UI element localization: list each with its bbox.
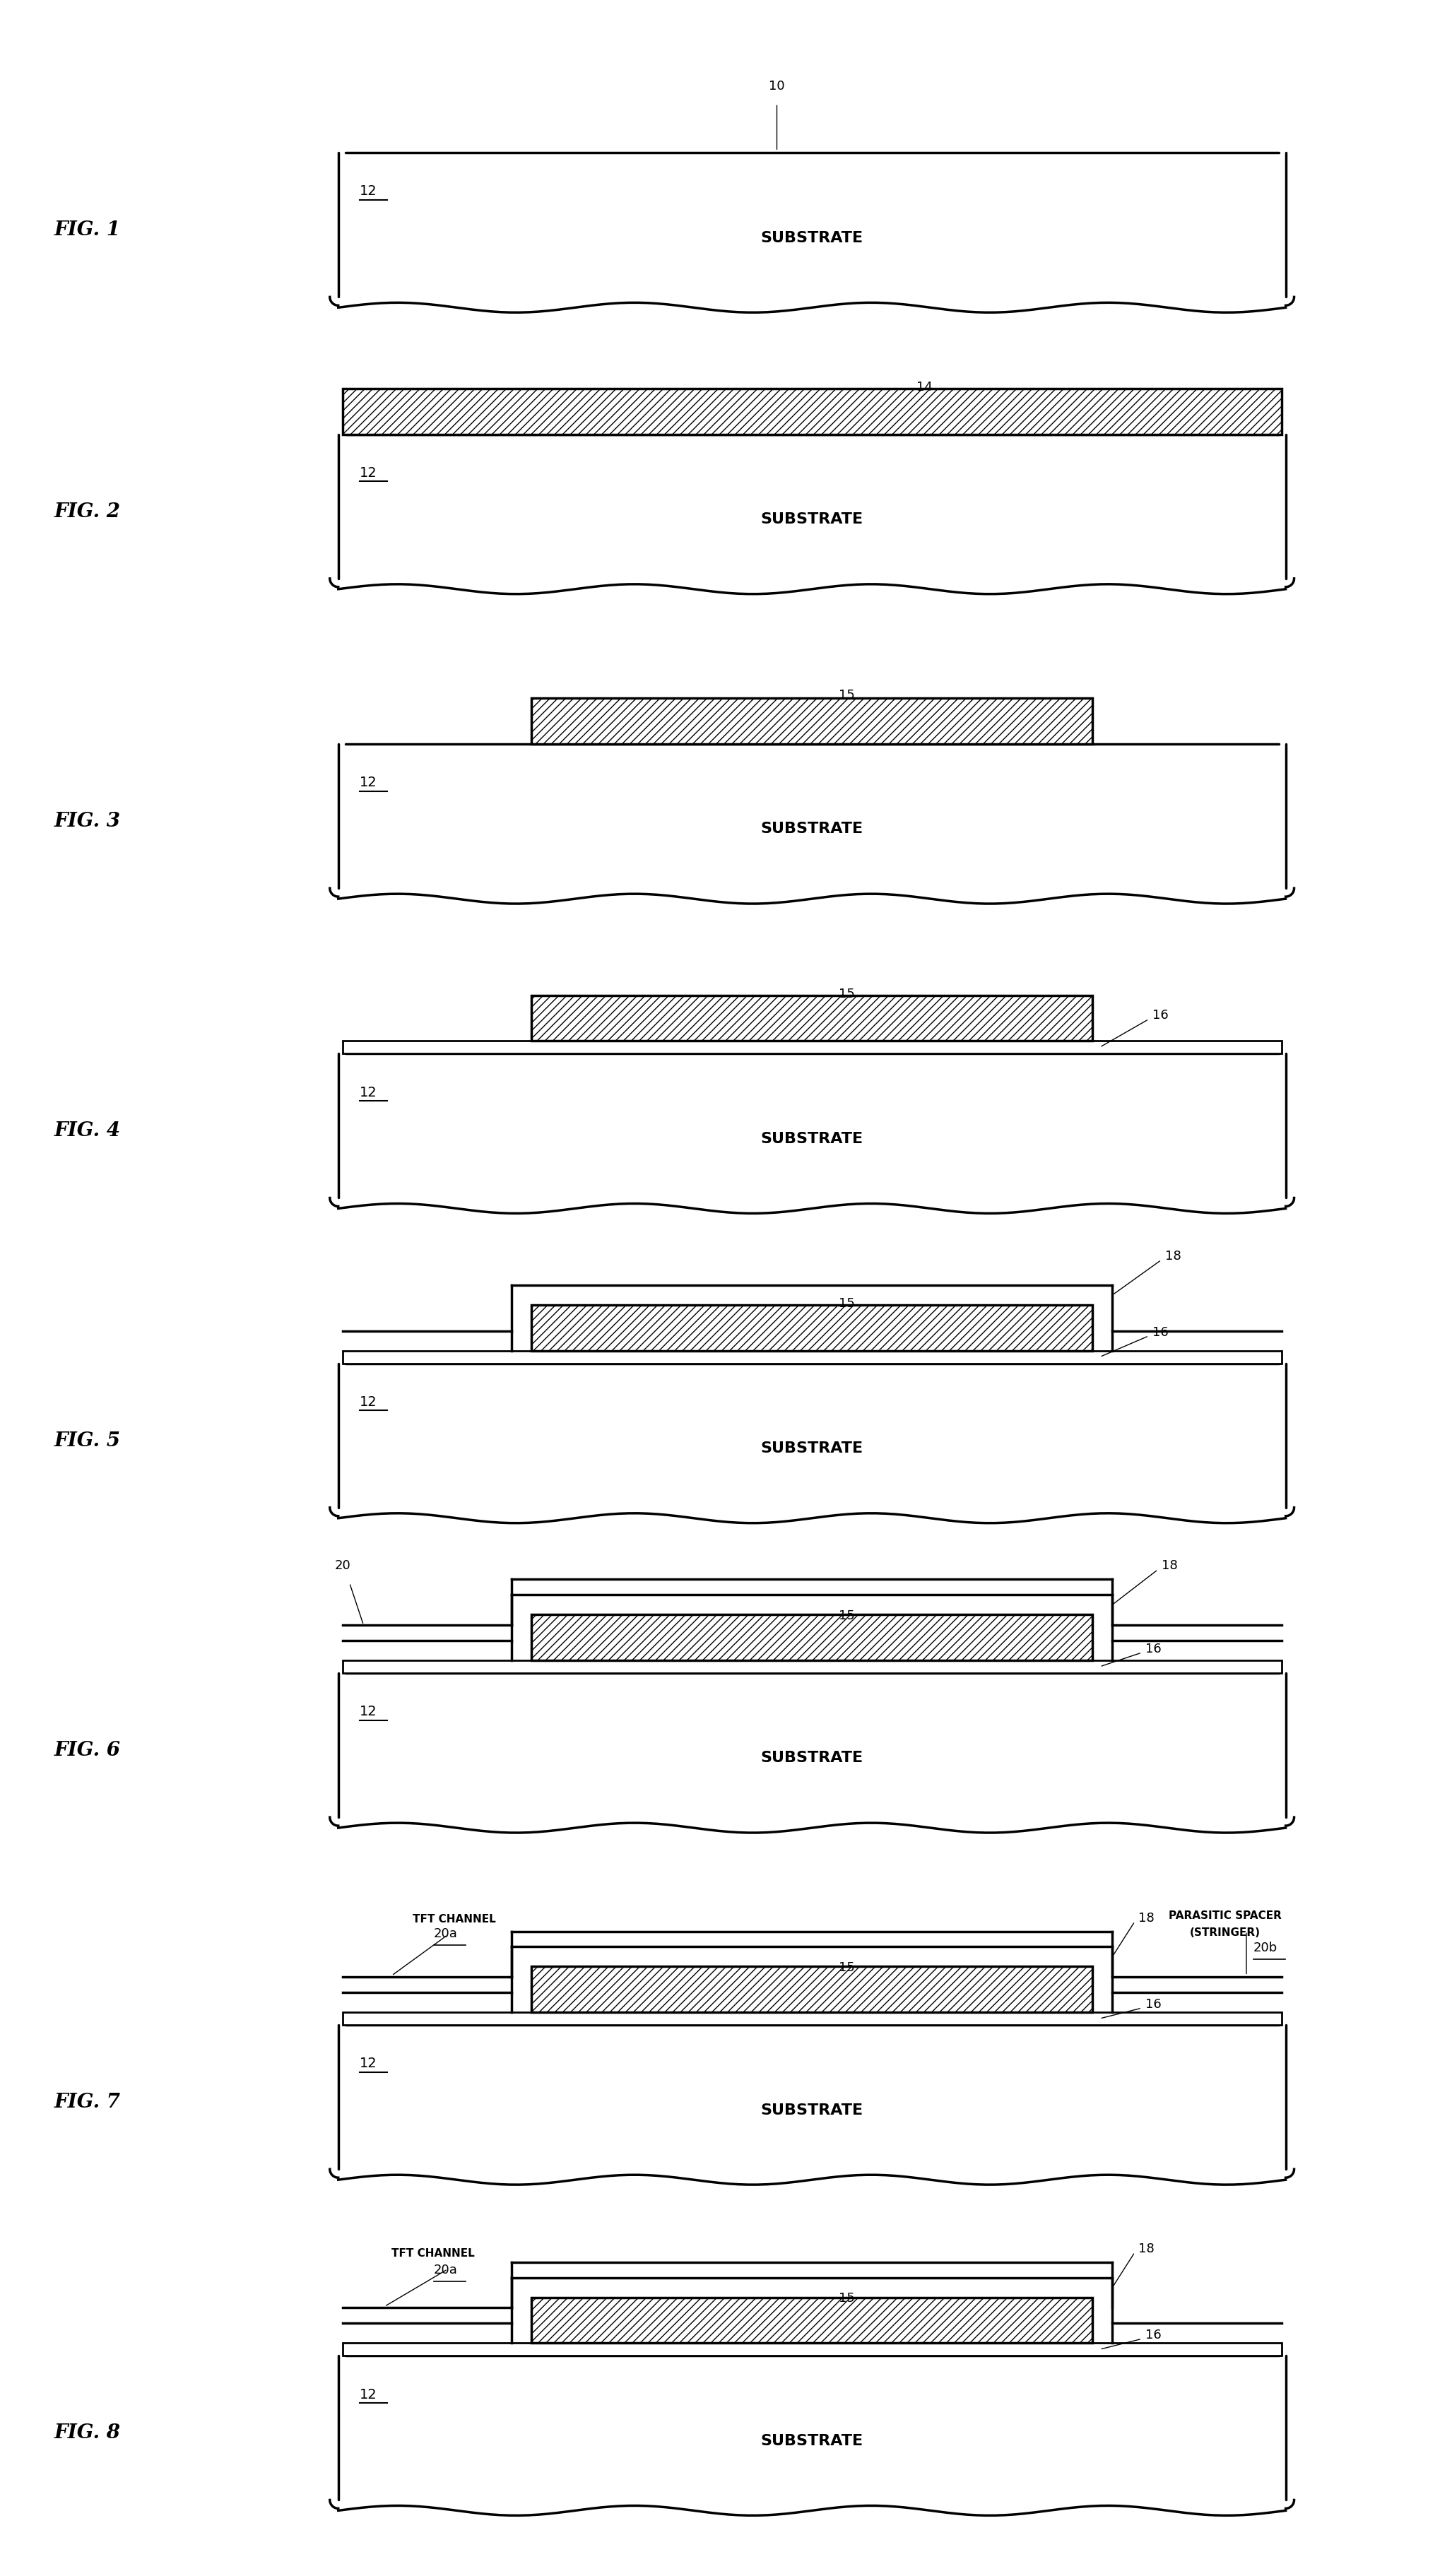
Text: SUBSTRATE: SUBSTRATE: [761, 1752, 864, 1765]
Text: 15: 15: [839, 1960, 855, 1973]
Text: 16: 16: [1153, 1010, 1169, 1023]
Text: SUBSTRATE: SUBSTRATE: [761, 2434, 864, 2447]
Text: 18: 18: [1138, 1911, 1154, 1924]
Text: 16: 16: [1153, 1327, 1169, 1340]
Text: SUBSTRATE: SUBSTRATE: [761, 513, 864, 526]
Text: 12: 12: [359, 466, 378, 479]
Text: 10: 10: [770, 80, 786, 93]
Text: 12: 12: [359, 1084, 378, 1100]
Bar: [531, 1306, 1093, 1350]
Bar: [343, 389, 1282, 435]
Text: (STRINGER): (STRINGER): [1191, 1927, 1260, 1937]
Text: 20a: 20a: [434, 2264, 457, 2277]
Bar: [531, 1615, 1093, 1662]
Text: 15: 15: [839, 1298, 855, 1311]
Text: 12: 12: [359, 2056, 378, 2071]
Text: 12: 12: [359, 2388, 378, 2401]
Text: 14: 14: [916, 381, 932, 394]
Bar: [531, 698, 1093, 744]
Bar: [531, 1965, 1093, 2012]
Text: FIG. 1: FIG. 1: [54, 222, 121, 240]
Text: PARASITIC SPACER: PARASITIC SPACER: [1169, 1911, 1282, 1922]
Text: 15: 15: [839, 688, 855, 701]
Bar: [531, 994, 1093, 1041]
Text: TFT CHANNEL: TFT CHANNEL: [412, 1914, 495, 1924]
Bar: [343, 2344, 1282, 2354]
Text: FIG. 5: FIG. 5: [54, 1432, 121, 1450]
Text: 16: 16: [1146, 2329, 1162, 2342]
Text: SUBSTRATE: SUBSTRATE: [761, 822, 864, 837]
Bar: [343, 2012, 1282, 2025]
Text: 12: 12: [359, 185, 378, 198]
Text: FIG. 2: FIG. 2: [54, 502, 121, 520]
Text: 20b: 20b: [1253, 1942, 1278, 1955]
Text: FIG. 3: FIG. 3: [54, 811, 121, 832]
Text: 12: 12: [359, 1705, 378, 1718]
Text: FIG. 8: FIG. 8: [54, 2424, 121, 2442]
Text: 16: 16: [1146, 1643, 1162, 1656]
Text: 12: 12: [359, 1396, 378, 1409]
Text: SUBSTRATE: SUBSTRATE: [761, 2102, 864, 2117]
Bar: [343, 1662, 1282, 1672]
Text: 16: 16: [1146, 1999, 1162, 2012]
Text: FIG. 7: FIG. 7: [54, 2092, 121, 2112]
Text: 18: 18: [1165, 1249, 1180, 1262]
Bar: [531, 2298, 1093, 2344]
Bar: [343, 1350, 1282, 1363]
Bar: [343, 1041, 1282, 1054]
Text: 12: 12: [359, 775, 378, 788]
Text: SUBSTRATE: SUBSTRATE: [761, 1131, 864, 1146]
Text: 15: 15: [839, 987, 855, 999]
Text: TFT CHANNEL: TFT CHANNEL: [392, 2249, 475, 2259]
Text: SUBSTRATE: SUBSTRATE: [761, 232, 864, 245]
Text: FIG. 6: FIG. 6: [54, 1741, 121, 1759]
Text: 18: 18: [1162, 1558, 1178, 1571]
Text: 15: 15: [839, 2293, 855, 2306]
Text: SUBSTRATE: SUBSTRATE: [761, 1443, 864, 1455]
Text: 20: 20: [334, 1558, 350, 1571]
Text: 18: 18: [1138, 2241, 1154, 2254]
Text: FIG. 4: FIG. 4: [54, 1121, 121, 1141]
Text: 20a: 20a: [434, 1927, 457, 1940]
Text: 15: 15: [839, 1610, 855, 1623]
